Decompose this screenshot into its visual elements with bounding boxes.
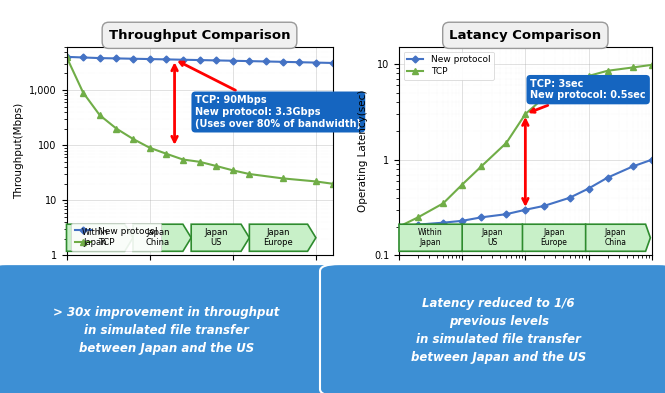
New protocol [502,212,510,217]
Polygon shape [66,224,133,251]
Line: New protocol: New protocol [396,157,654,229]
New protocol [541,204,549,208]
Text: TCP: 90Mbps
New protocol: 3.3Gbps
(Uses over 80% of bandwidth): TCP: 90Mbps New protocol: 3.3Gbps (Uses … [180,62,361,129]
New protocol [262,59,270,64]
New protocol [648,157,656,162]
New protocol [565,195,573,200]
TCP [414,215,422,220]
New protocol [112,56,120,61]
New protocol [96,56,104,61]
Polygon shape [586,224,650,251]
TCP [541,95,549,99]
New protocol [585,186,593,191]
New protocol [196,58,203,62]
New protocol [279,59,287,64]
New protocol [439,220,447,225]
TCP [245,172,253,176]
TCP [63,55,70,59]
Y-axis label: Operating Latency(sec): Operating Latency(sec) [358,90,368,213]
Text: Japan
Europe: Japan Europe [541,228,567,248]
TCP [312,179,320,184]
TCP [628,65,636,70]
New protocol [63,55,70,59]
TCP [146,145,154,150]
Legend: New protocol, TCP: New protocol, TCP [71,223,162,251]
TCP [458,182,466,187]
FancyBboxPatch shape [320,264,665,393]
TCP [585,73,593,78]
TCP [162,151,170,156]
New protocol [312,60,320,65]
Polygon shape [462,224,527,251]
New protocol [414,222,422,227]
TCP [229,168,237,173]
TCP [212,163,220,168]
Title: Latancy Comparison: Latancy Comparison [450,29,601,42]
New protocol [477,215,485,220]
Polygon shape [192,224,249,251]
New protocol [129,56,137,61]
TCP [279,176,287,181]
New protocol [162,57,170,62]
Line: TCP: TCP [63,54,336,187]
New protocol [458,219,466,223]
New protocol [604,175,612,180]
New protocol [295,60,303,64]
TCP [129,136,137,141]
TCP [179,157,187,162]
TCP [395,224,403,229]
New protocol [395,224,403,229]
Text: Latency reduced to 1/6
previous levels
in simulated file transfer
between Japan : Latency reduced to 1/6 previous levels i… [411,297,587,364]
X-axis label: Packet Loss Ratio(%): Packet Loss Ratio(%) [471,281,579,291]
TCP [196,160,203,164]
X-axis label: Round Trip Time (ms): Round Trip Time (ms) [144,281,255,291]
New protocol [146,57,154,61]
TCP [112,126,120,131]
Polygon shape [523,224,591,251]
Polygon shape [249,224,316,251]
TCP [521,112,529,116]
New protocol [329,61,336,65]
New protocol [521,208,529,212]
New protocol [245,59,253,64]
Text: > 30x improvement in throughput
in simulated file transfer
between Japan and the: > 30x improvement in throughput in simul… [53,306,279,354]
New protocol [212,58,220,63]
New protocol [79,55,87,60]
TCP [79,90,87,95]
Text: Japan
US: Japan US [204,228,228,248]
Text: Japan
China: Japan China [604,228,626,248]
TCP [477,164,485,169]
Title: Throughput Comparison: Throughput Comparison [109,29,290,42]
Text: TCP: 3sec
New protocol: 0.5sec: TCP: 3sec New protocol: 0.5sec [531,79,646,112]
TCP [502,141,510,145]
Text: Japan
US: Japan US [481,228,503,248]
TCP [329,181,336,186]
TCP [604,68,612,73]
Legend: New protocol, TCP: New protocol, TCP [404,51,494,80]
New protocol [229,59,237,63]
TCP [565,83,573,88]
New protocol [179,57,187,62]
FancyBboxPatch shape [0,264,345,393]
Polygon shape [133,224,192,251]
Y-axis label: Throughput(Mbps): Throughput(Mbps) [13,103,23,199]
Line: TCP: TCP [396,62,655,230]
TCP [439,201,447,206]
TCP [648,62,656,67]
TCP [96,113,104,118]
Line: New protocol: New protocol [64,55,335,65]
Text: Within
Japan: Within Japan [82,228,109,248]
New protocol [628,164,636,169]
Text: Within
Japan: Within Japan [418,228,443,248]
Polygon shape [399,224,467,251]
Text: Japan
Europe: Japan Europe [263,228,293,248]
Text: Japan
China: Japan China [146,228,170,248]
